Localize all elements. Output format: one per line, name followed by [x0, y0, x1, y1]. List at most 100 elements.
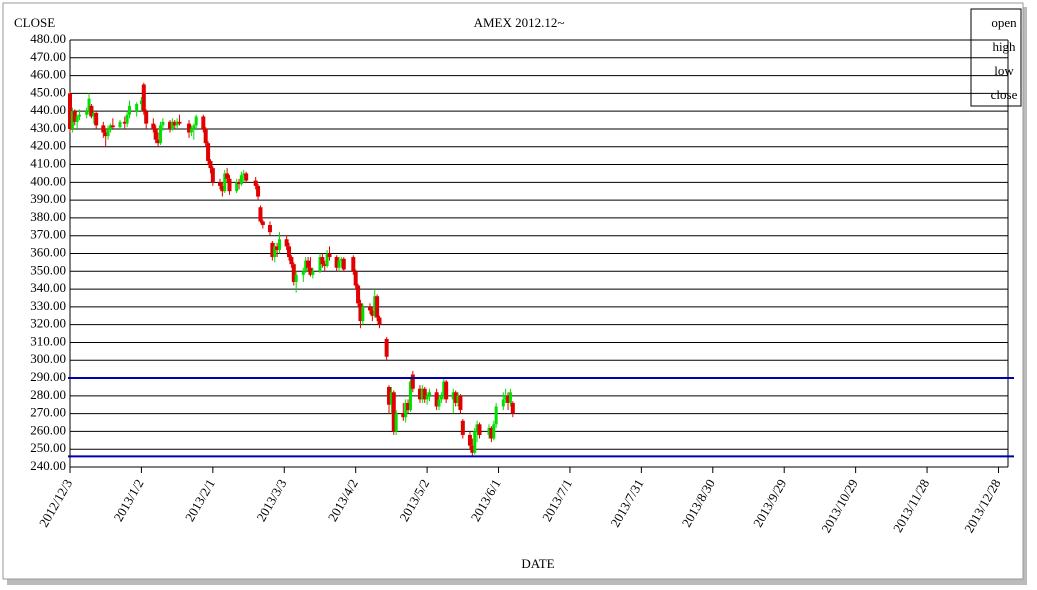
y-tick-label: 250.00	[30, 440, 66, 455]
y-tick-label: 420.00	[30, 138, 66, 153]
y-tick-label: 360.00	[30, 244, 66, 259]
candle-body	[301, 271, 305, 275]
candle-body	[287, 246, 292, 258]
candle-body	[425, 395, 429, 400]
candle-body	[156, 139, 161, 144]
candle-body	[161, 121, 165, 126]
candle-body	[460, 420, 465, 435]
candle-body	[304, 260, 308, 272]
candle-body	[306, 260, 311, 268]
candle-body	[237, 182, 242, 185]
candle-body	[373, 296, 377, 316]
candle-body	[85, 111, 89, 115]
candle-body	[356, 285, 361, 304]
candle-body	[208, 160, 213, 169]
candle-body	[311, 271, 315, 275]
candle-body	[442, 381, 446, 396]
y-tick-label: 350.00	[30, 262, 66, 277]
candle-body	[242, 173, 246, 176]
candle-body	[477, 424, 482, 435]
candle-body	[370, 310, 375, 316]
candle-body	[487, 427, 491, 435]
candle-body	[501, 399, 505, 407]
legend-label: high	[992, 39, 1016, 54]
y-tick-label: 460.00	[30, 67, 66, 82]
candle-body	[308, 267, 313, 275]
y-tick-label: 330.00	[30, 298, 66, 313]
candle-body	[225, 173, 230, 179]
candle-body	[325, 253, 329, 266]
candle-body	[106, 128, 110, 137]
candle-body	[210, 168, 215, 183]
candle-body	[451, 392, 455, 400]
candle-body	[89, 105, 94, 117]
candle-body	[470, 445, 475, 453]
y-tick-label: 340.00	[30, 280, 66, 295]
candle-body	[278, 239, 282, 250]
y-tick-label: 260.00	[30, 422, 66, 437]
legend-label: low	[994, 63, 1014, 78]
candle-body	[256, 185, 261, 197]
candle-body	[422, 388, 427, 400]
candle-body	[504, 395, 508, 400]
candle-body	[172, 121, 177, 126]
candle-body	[353, 271, 358, 286]
y-tick-label: 290.00	[30, 369, 66, 384]
candle-body	[284, 239, 289, 247]
candle-body	[289, 257, 294, 265]
candle-body	[351, 257, 356, 272]
candle-body	[375, 296, 380, 318]
chart-title: AMEX 2012.12~	[474, 15, 565, 30]
y-tick-label: 410.00	[30, 156, 66, 171]
candle-body	[337, 260, 341, 268]
y-tick-label: 320.00	[30, 316, 66, 331]
candle-body	[467, 434, 472, 446]
candle-body	[367, 306, 372, 311]
candle-body	[508, 392, 512, 403]
candle-body	[339, 258, 343, 261]
candle-body	[273, 246, 277, 258]
frame	[2, 2, 1024, 580]
y-tick-label: 310.00	[30, 333, 66, 348]
candle-body	[223, 173, 227, 192]
candle-body	[453, 392, 458, 403]
candle-body	[158, 125, 162, 144]
y-tick-label: 440.00	[30, 102, 66, 117]
candle-body	[270, 242, 275, 258]
candle-body	[187, 123, 192, 133]
candle-body	[434, 392, 439, 407]
candle-body	[406, 402, 411, 411]
candle-body	[122, 121, 127, 124]
candle-body	[510, 402, 515, 414]
candle-body	[492, 424, 496, 439]
candle-body	[439, 395, 443, 400]
candle-body	[494, 406, 498, 425]
candle-body	[318, 257, 322, 272]
candle-body	[103, 132, 108, 137]
candle-body	[389, 392, 393, 405]
candle-body	[341, 258, 346, 270]
candle-body	[92, 112, 96, 117]
candle-body	[437, 399, 441, 407]
candle-body	[167, 121, 172, 129]
candle-body	[118, 121, 122, 128]
y-tick-label: 400.00	[30, 173, 66, 188]
candle-body	[141, 84, 146, 112]
candle-body	[75, 116, 79, 122]
candle-body	[153, 128, 158, 140]
y-tick-label: 450.00	[30, 84, 66, 99]
y-tick-label: 380.00	[30, 209, 66, 224]
candle-body	[404, 402, 408, 418]
candle-body	[128, 105, 132, 115]
candle-body	[506, 395, 511, 403]
candle-body	[108, 125, 112, 129]
candle-body	[489, 427, 494, 439]
candle-body	[456, 395, 460, 403]
candle-body	[473, 431, 477, 453]
candle-body	[361, 306, 365, 322]
candle-body	[444, 381, 449, 400]
candle-body	[420, 388, 424, 400]
candle-body	[267, 225, 272, 233]
y-tick-label: 470.00	[30, 49, 66, 64]
candle-body	[177, 121, 182, 124]
